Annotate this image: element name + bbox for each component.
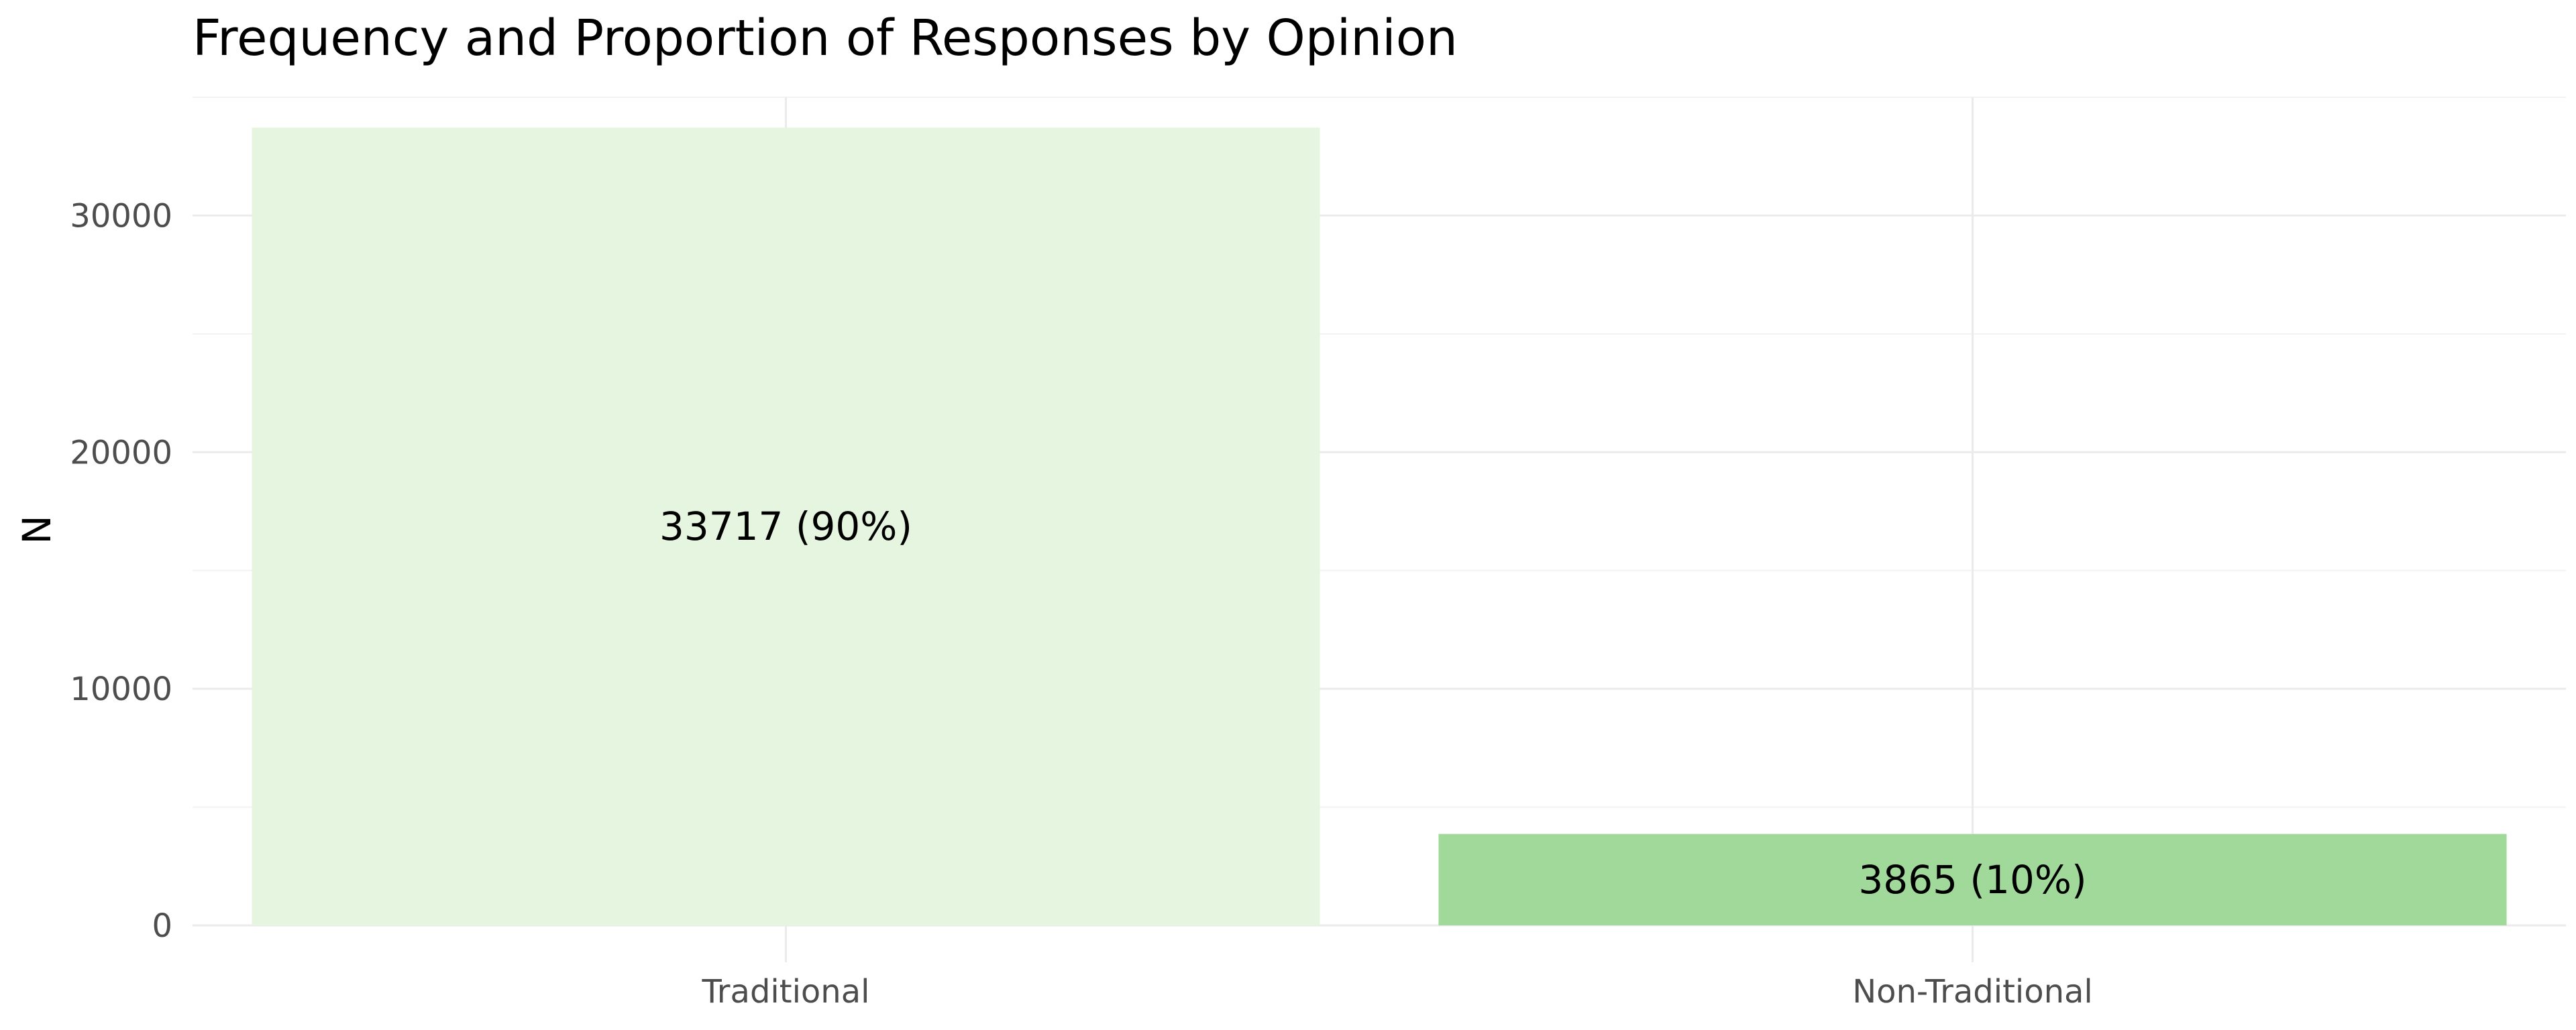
x-tick-label: Non-Traditional: [1852, 973, 2093, 1011]
chart-title: Frequency and Proportion of Responses by…: [193, 9, 1458, 67]
x-tick-label: Traditional: [702, 973, 870, 1011]
y-axis-ticks: 0 10000 20000 30000: [70, 197, 172, 945]
bar-traditional: [252, 127, 1320, 925]
bars: [252, 127, 2507, 925]
y-tick-label: 30000: [70, 197, 172, 235]
bar-non-traditional: [1438, 834, 2507, 925]
data-labels: 33717 (90%) 3865 (10%): [659, 504, 2087, 903]
y-tick-label: 10000: [70, 671, 172, 708]
y-tick-label: 20000: [70, 434, 172, 471]
bar-data-label: 33717 (90%): [659, 504, 912, 549]
y-axis-title: N: [14, 515, 60, 544]
bar-data-label: 3865 (10%): [1858, 857, 2086, 903]
y-tick-label: 0: [152, 907, 172, 945]
x-axis-ticks: Traditional Non-Traditional: [702, 973, 2093, 1011]
